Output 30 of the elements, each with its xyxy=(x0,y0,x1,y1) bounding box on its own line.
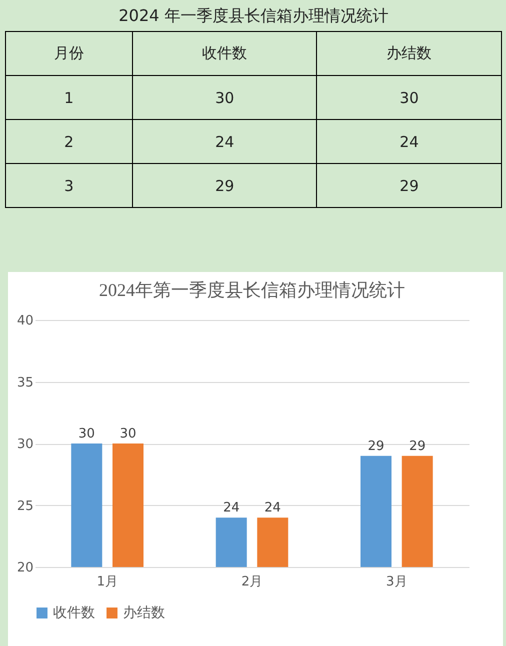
category-label: 2 xyxy=(6,120,132,164)
y-tick-label: 40 xyxy=(16,314,34,328)
data-label: 30 xyxy=(132,76,317,120)
data-label: 29 xyxy=(368,438,384,454)
category-label: 1 xyxy=(6,76,132,120)
data-label: 30 xyxy=(120,426,136,442)
data-label: 24 xyxy=(264,500,281,516)
x-tick-label: 2月 xyxy=(241,574,263,590)
data-label: 30 xyxy=(78,426,95,442)
y-tick-label: 35 xyxy=(16,375,34,390)
text: 办结数 xyxy=(316,32,502,76)
x-tick-label: 3月 xyxy=(386,574,408,590)
data-label: 24 xyxy=(316,120,502,164)
text: 月份 xyxy=(6,32,132,76)
data-label: 29 xyxy=(132,164,317,208)
y-tick-label: 25 xyxy=(16,498,34,514)
chart-title: 2024年第一季度县长信箱办理情况统计 xyxy=(99,280,405,300)
legend-label: 办结数 xyxy=(123,605,165,621)
data-label: 29 xyxy=(316,164,502,208)
legend-label: 收件数 xyxy=(53,605,95,621)
data-label: 30 xyxy=(316,76,502,120)
category-label: 3 xyxy=(6,164,132,208)
x-tick-label: 1月 xyxy=(96,574,118,590)
text: 收件数 xyxy=(132,32,317,76)
data-label: 24 xyxy=(223,500,240,516)
data-label: 29 xyxy=(409,438,426,454)
y-tick-label: 30 xyxy=(16,437,34,452)
y-tick-label: 20 xyxy=(16,560,34,576)
text: 2024 年一季度县长信箱办理情况统计 xyxy=(118,6,390,27)
data-label: 24 xyxy=(132,120,317,164)
